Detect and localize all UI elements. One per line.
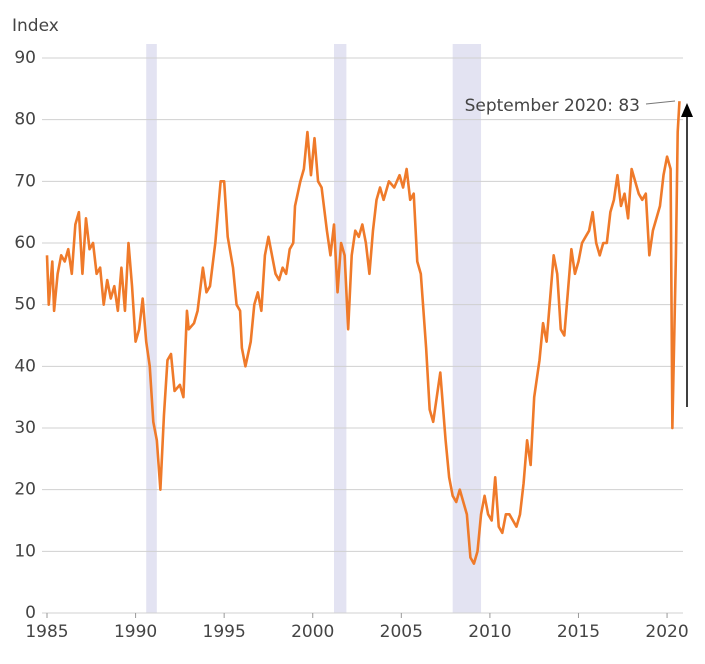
y-tick-label: 10 — [14, 541, 36, 561]
recession-band — [146, 44, 157, 613]
x-tick-label: 2005 — [380, 622, 423, 642]
x-tick-label: 2010 — [468, 622, 511, 642]
y-tick-label: 80 — [14, 110, 36, 130]
x-tick-label: 2020 — [645, 622, 688, 642]
recession-band — [333, 44, 347, 613]
y-tick-label: 0 — [25, 603, 36, 623]
y-tick-label: 20 — [14, 480, 36, 500]
x-tick-label: 2000 — [291, 622, 334, 642]
y-tick-label: 70 — [14, 171, 36, 191]
y-tick-label: 90 — [14, 48, 36, 68]
data-line — [45, 101, 681, 565]
x-tick-label: 2015 — [557, 622, 600, 642]
y-tick-label: 60 — [14, 233, 36, 253]
y-tick-label: 40 — [14, 356, 36, 376]
annotation: September 2020: 83 — [465, 96, 640, 116]
x-tick-label: 1990 — [114, 622, 157, 642]
y-axis-label: Index — [12, 16, 59, 36]
y-tick-label: 50 — [14, 295, 36, 315]
annotation-leader — [645, 100, 676, 105]
y-tick-label: 30 — [14, 418, 36, 438]
x-tick-label: 1995 — [203, 622, 246, 642]
arrow-head — [681, 103, 693, 117]
x-tick-label: 1985 — [25, 622, 68, 642]
